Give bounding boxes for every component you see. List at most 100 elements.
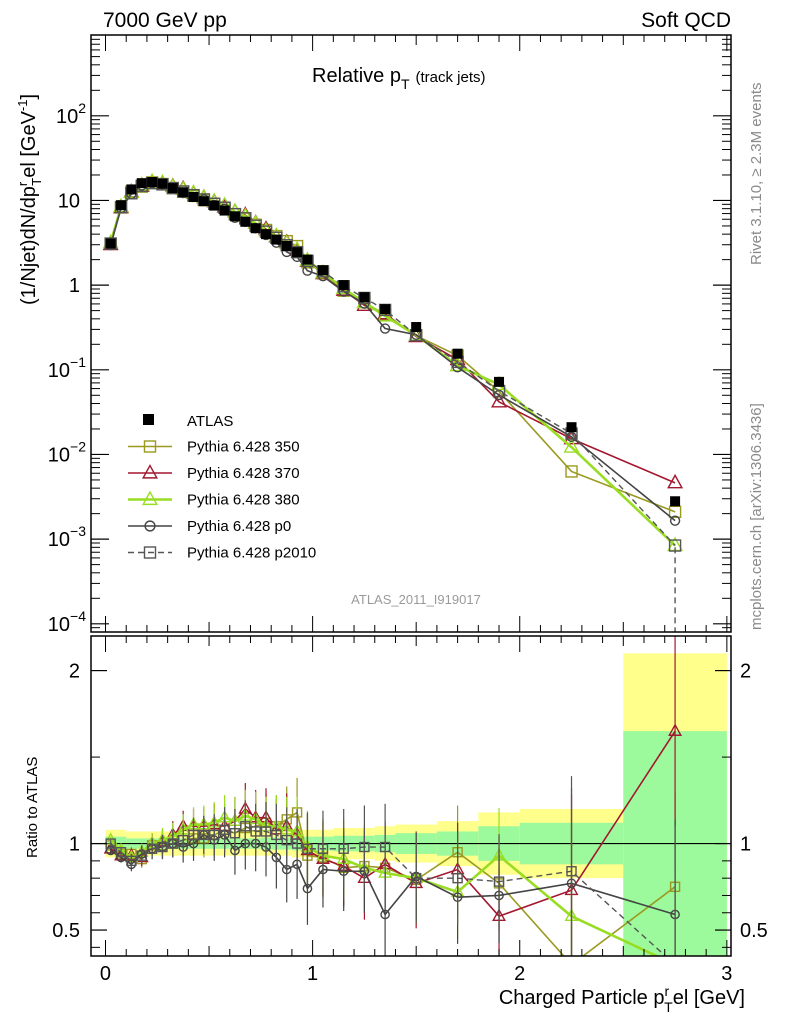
data-point	[317, 265, 328, 276]
data-point	[271, 234, 282, 245]
ratio-point-series-4	[260, 826, 272, 837]
ratio-point-series-4	[291, 838, 303, 849]
legend-marker-2	[141, 490, 159, 506]
main-line-series-0	[109, 181, 676, 513]
ratio-point-series-4	[115, 847, 127, 858]
legend-marker-1	[141, 464, 159, 479]
main-axis-ticks: 10−4 10−3 10−2 10−1 1 10 102	[48, 34, 731, 636]
legend-label-data: ATLAS	[187, 413, 233, 430]
ratio-y-tick-label-left: 1	[69, 834, 80, 856]
data-point	[157, 178, 168, 189]
ratio-point-series-3	[380, 909, 390, 920]
ratio-point-series-4	[240, 821, 251, 832]
ratio-y-tick-label-right: 0.5	[740, 920, 768, 942]
ratio-point-series-2	[669, 958, 681, 968]
ratio-point-series-4	[219, 824, 230, 835]
y-tick-label: 10−2	[48, 438, 86, 466]
data-point	[116, 200, 127, 211]
data-point	[136, 178, 147, 189]
data-point	[494, 376, 505, 387]
legend-label-4: Pythia 6.428 p2010	[187, 545, 316, 562]
legend-marker-0	[143, 440, 157, 453]
main-point-series-3	[379, 323, 391, 334]
ratio-point-series-4	[209, 829, 220, 841]
ratio-point-series-4	[359, 841, 370, 853]
mcplots-label: mcplots.cern.ch [arXiv:1306.3436]	[748, 403, 765, 630]
ratio-point-series-4	[146, 843, 158, 854]
y-tick-label: 10−4	[48, 608, 86, 636]
ratio-point-series-0	[567, 960, 576, 969]
ratio-point-series-4	[317, 843, 329, 854]
data-point	[209, 200, 220, 211]
ratio-point-series-4	[177, 834, 189, 846]
ratio-point-series-1	[668, 723, 683, 736]
y-tick-label: 1	[69, 275, 80, 297]
data-point	[188, 191, 199, 202]
main-point-series-4	[290, 245, 304, 259]
ratio-point-series-4	[157, 841, 168, 853]
ratio-point-series-4	[671, 960, 680, 969]
ratio-point-series-4	[379, 841, 391, 853]
ratio-y-tick-label-left: 0.5	[52, 920, 80, 942]
x-axis-title: Charged Particle pr Tel [GeV]	[499, 983, 745, 1015]
x-tick-label: 2	[514, 963, 525, 985]
header-left: 7000 GeV pp	[103, 9, 227, 32]
ratio-point-series-4	[136, 850, 147, 861]
data-point	[281, 240, 292, 251]
analysis-watermark: ATLAS_2011_I919017	[351, 592, 481, 607]
y-tick-label: 10−1	[48, 354, 86, 382]
ratio-point-series-4	[167, 838, 179, 849]
ratio-point-series-4	[338, 843, 349, 854]
legend-label-3: Pythia 6.428 p0	[187, 518, 291, 535]
data-point	[380, 304, 391, 315]
y-tick-label: 10	[58, 190, 80, 212]
data-point	[250, 223, 261, 234]
main-point-series-0	[668, 505, 682, 519]
data-point	[292, 247, 303, 258]
data-point	[219, 205, 230, 216]
main-point-series-4	[104, 237, 117, 250]
main-plot-series	[102, 173, 684, 632]
x-tick-label: 3	[721, 963, 732, 985]
y-tick-label: 102	[56, 100, 86, 128]
x-tick-label: 1	[307, 963, 318, 985]
ratio-point-series-4	[410, 872, 422, 884]
data-point	[198, 196, 209, 207]
ratio-point-series-4	[229, 827, 241, 839]
data-point	[240, 216, 251, 227]
ratio-y-tick-label-right: 2	[740, 661, 751, 683]
ratio-point-series-4	[250, 826, 261, 837]
data-point	[566, 422, 577, 433]
legend: ATLAS Pythia 6.428 350 Pythia 6.428 370 Pyt…	[128, 413, 316, 562]
ratio-plot-series	[91, 636, 731, 969]
ratio-point-series-4	[271, 829, 282, 841]
ratio-point-series-4	[452, 872, 463, 884]
ratio-y-axis-title: Ratio to ATLAS	[24, 757, 41, 858]
legend-label-0: Pythia 6.428 350	[187, 439, 300, 456]
ratio-y-tick-label-left: 2	[69, 661, 80, 683]
ratio-point-series-4	[281, 834, 292, 846]
data-point	[338, 280, 349, 291]
legend-marker-3	[144, 520, 156, 532]
legend-label-2: Pythia 6.428 380	[187, 492, 300, 509]
data-point	[105, 238, 116, 249]
ratio-y-tick-label-right: 1	[740, 834, 751, 856]
ratio-point-series-4	[493, 876, 505, 887]
data-point	[126, 184, 137, 195]
main-point-series-3	[669, 515, 681, 526]
data-point	[359, 292, 370, 303]
ratio-point-series-4	[566, 866, 577, 877]
data-point	[411, 322, 422, 333]
main-point-series-1	[491, 392, 508, 408]
ratio-point-series-4	[188, 829, 199, 841]
main-point-series-2	[563, 438, 580, 453]
data-point	[178, 187, 189, 198]
legend-label-1: Pythia 6.428 370	[187, 465, 300, 482]
legend-marker-data	[143, 414, 154, 425]
plot-title: Relative pT (track jets)	[312, 65, 486, 92]
ratio-axis-ticks: 0 1 2 3 0.5 0.5 1 1 2 2	[52, 636, 768, 985]
data-point	[452, 348, 463, 359]
y-axis-title: (1/Njet)dN/dprTel [GeV-1]	[15, 94, 44, 305]
main-point-series-3	[566, 431, 577, 442]
